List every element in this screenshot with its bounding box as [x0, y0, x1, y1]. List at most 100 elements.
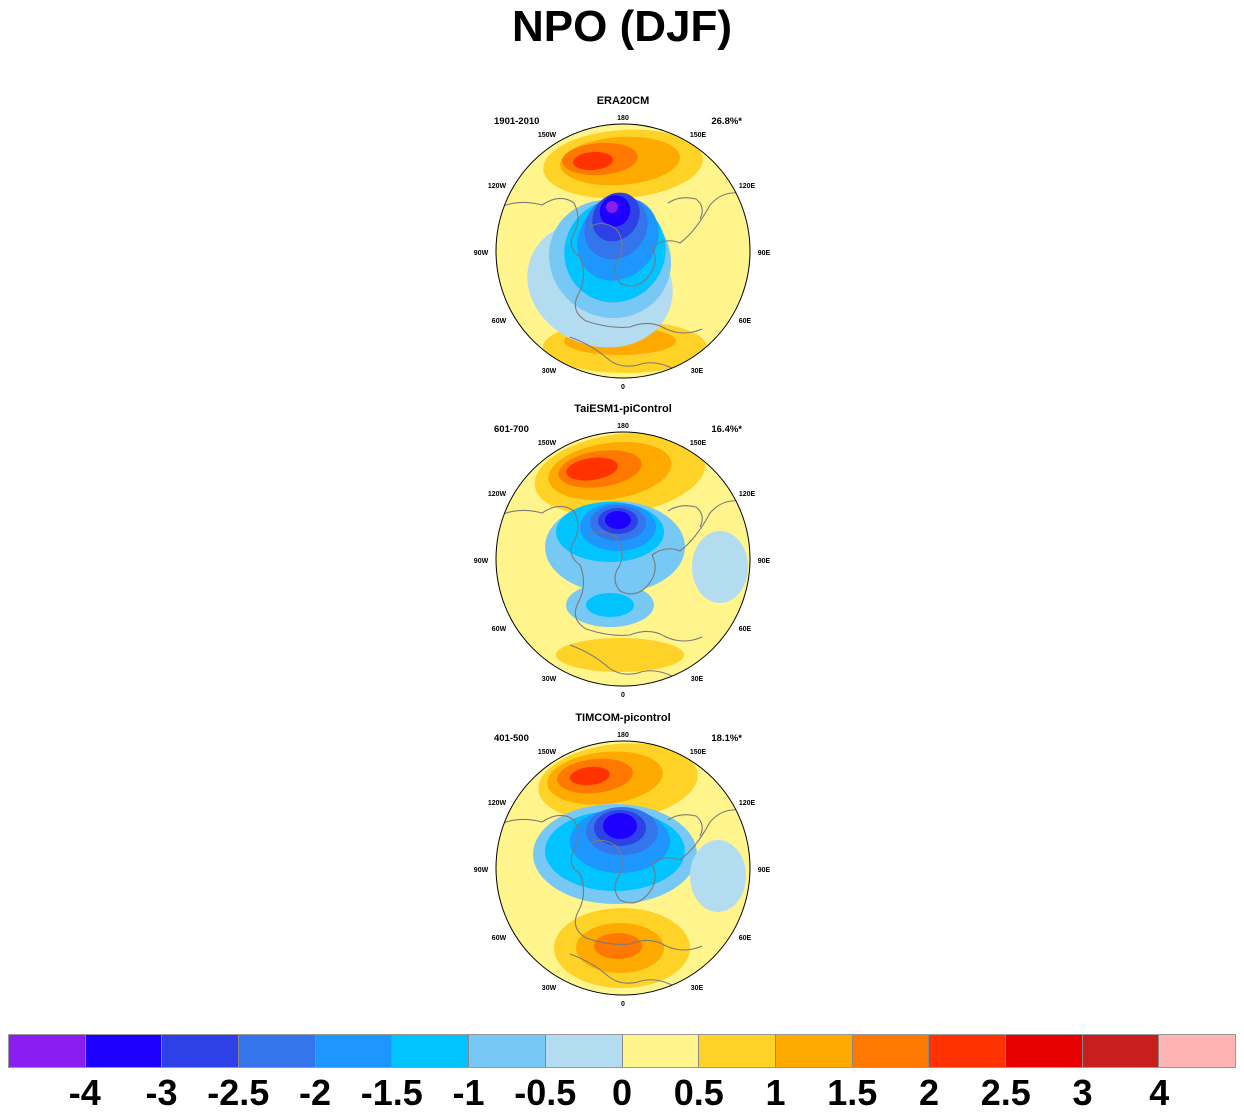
- neg-anomaly: [586, 593, 634, 617]
- pos-anomaly-pacific-core: [566, 457, 618, 481]
- colorbar-swatch: [622, 1035, 700, 1067]
- panel-period: 601-700: [494, 424, 529, 435]
- colorbar-swatch: [315, 1035, 393, 1067]
- colorbar-tick-label: -2.5: [207, 1072, 270, 1113]
- longitude-label: 90E: [758, 250, 771, 257]
- colorbar-swatch: [9, 1035, 86, 1067]
- neg-anomaly-core: [603, 813, 637, 839]
- colorbar-tick-label: 0.5: [673, 1072, 724, 1113]
- longitude-label: 30E: [691, 985, 704, 992]
- map-boundary: [495, 431, 751, 687]
- panel-title: TaiESM1-piControl: [574, 403, 672, 415]
- colorbar-tick-label: 3: [1072, 1072, 1093, 1113]
- longitude-label: 60W: [492, 626, 507, 633]
- coastline: [589, 500, 741, 595]
- neg-anomaly-core: [605, 511, 631, 529]
- coastlines: [499, 809, 741, 987]
- panel-variance: 16.4%*: [711, 424, 742, 435]
- neg-anomaly-east: [690, 840, 746, 912]
- panel-title: TIMCOM-picontrol: [575, 712, 671, 724]
- pos-anomaly-pacific-core: [570, 766, 610, 786]
- map-field: [496, 432, 750, 686]
- pos-anomaly-atlantic: [556, 638, 684, 672]
- colorbar-swatch: [852, 1035, 930, 1067]
- map-panel-taiesm1: TaiESM1-piControl 601-700 16.4%* 180 0 150…: [470, 403, 776, 703]
- panel-period: 401-500: [494, 733, 529, 744]
- colorbar-tick-label: -3: [145, 1072, 178, 1113]
- longitude-label: 30W: [542, 368, 557, 375]
- colorbar-tick-label: 1: [765, 1072, 786, 1113]
- neg-anomaly-core: [606, 201, 618, 213]
- longitude-label: 90E: [758, 558, 771, 565]
- longitude-label: 30E: [691, 368, 704, 375]
- panel-variance: 26.8%*: [711, 116, 742, 127]
- longitude-label: 150W: [538, 749, 557, 756]
- longitude-label: 150W: [538, 132, 557, 139]
- longitude-label: 120E: [739, 800, 756, 807]
- polar-map: 180 0 150W 150E 120W 120E 90W 90E 60W 60E 30W 30E: [474, 423, 771, 699]
- longitude-label: 60W: [492, 318, 507, 325]
- longitude-label: 120W: [488, 491, 507, 498]
- longitude-label: 150W: [538, 440, 557, 447]
- coastline: [667, 197, 703, 220]
- colorbar-tick-label: -2: [298, 1072, 332, 1113]
- longitude-label: 30E: [691, 676, 704, 683]
- longitude-label: 0: [621, 692, 625, 699]
- longitude-label: 120E: [739, 183, 756, 190]
- polar-map: 180 0 150W 150E 120W 120E 90W 90E 60W 60E 30W 30E: [474, 732, 771, 1008]
- longitude-label: 0: [621, 1001, 625, 1008]
- pos-anomaly-atlantic: [594, 933, 642, 959]
- figure-title: NPO (DJF): [512, 2, 732, 51]
- longitude-label: 90E: [758, 867, 771, 874]
- colorbar-swatch: [545, 1035, 623, 1067]
- colorbar-tick-label: -0.5: [514, 1072, 577, 1113]
- neg-anomaly-east: [692, 531, 748, 603]
- longitude-label: 120E: [739, 491, 756, 498]
- colorbar-swatch: [469, 1035, 546, 1067]
- colorbar-swatch: [775, 1035, 853, 1067]
- coastline: [499, 505, 703, 642]
- panel-period: 1901-2010: [494, 116, 540, 127]
- longitude-label: 150E: [690, 440, 707, 447]
- coastline: [589, 809, 741, 904]
- longitude-label: 150E: [690, 749, 707, 756]
- coastline: [667, 505, 703, 528]
- colorbar-tick-label: 1.5: [827, 1072, 878, 1113]
- coastline: [667, 814, 703, 837]
- map-boundary: [495, 740, 751, 996]
- longitude-label: 120W: [488, 800, 507, 807]
- map-panel-timcom: TIMCOM-picontrol 401-500 18.1%* 180 0 150W…: [470, 712, 776, 1012]
- pos-anomaly-pacific-core: [573, 151, 613, 171]
- coastline: [499, 197, 703, 334]
- longitude-label: 0: [621, 384, 625, 391]
- longitude-label: 60E: [739, 935, 752, 942]
- longitude-label: 180: [617, 423, 629, 430]
- longitude-label: 150E: [690, 132, 707, 139]
- colorbar-swatch: [239, 1035, 316, 1067]
- colorbar-swatch: [929, 1035, 1006, 1067]
- longitude-label: 60E: [739, 318, 752, 325]
- longitude-label: 90W: [474, 867, 489, 874]
- map-panel-era20cm: ERA20CM 1901-2010 26.8%* 180 0 150W 150E 120…: [470, 95, 776, 395]
- colorbar-tick-label: 4: [1149, 1072, 1170, 1113]
- colorbar-swatch: [1082, 1035, 1160, 1067]
- map-boundary: [495, 123, 751, 379]
- panel-title: ERA20CM: [596, 95, 650, 107]
- longitude-label: 90W: [474, 250, 489, 257]
- map-field: [496, 124, 750, 378]
- colorbar-swatch: [699, 1035, 776, 1067]
- colorbar-labels: -4 -3 -2.5 -2 -1.5 -1 -0.5 0 0.5 1 1.5 2 2.5 3 4: [8, 1072, 1236, 1116]
- colorbar-tick-label: 2: [918, 1072, 940, 1113]
- map-field: [496, 741, 750, 995]
- coastline: [589, 192, 741, 287]
- polar-map: 180 0 150W 150E 120W 120E 90W 90E 60W 60E 30W 30E: [474, 115, 771, 391]
- colorbar-swatch: [1159, 1035, 1235, 1067]
- colorbar-tick-label: -1.5: [360, 1072, 423, 1113]
- colorbar: [8, 1034, 1236, 1068]
- colorbar-swatch: [162, 1035, 240, 1067]
- longitude-label: 180: [617, 115, 629, 122]
- colorbar-tick-label: -4: [68, 1072, 101, 1113]
- coastline: [569, 336, 675, 370]
- longitude-label: 60W: [492, 935, 507, 942]
- longitude-label: 120W: [488, 183, 507, 190]
